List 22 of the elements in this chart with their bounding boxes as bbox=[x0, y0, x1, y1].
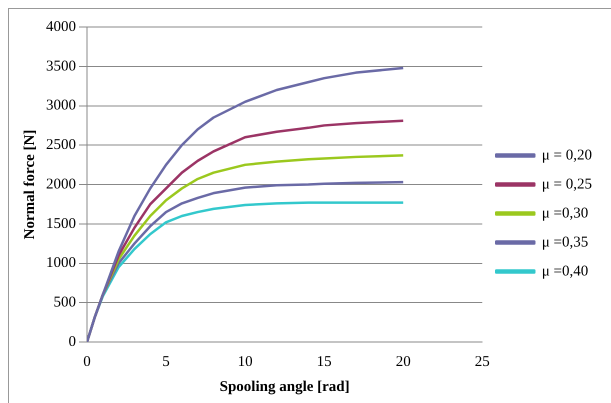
y-axis-title: Normal force [N] bbox=[22, 130, 38, 240]
y-tick-label: 2000 bbox=[46, 176, 76, 192]
y-tick-label: 3000 bbox=[46, 98, 76, 114]
legend-label: μ = 0,20 bbox=[542, 147, 592, 164]
legend-label: μ =0,30 bbox=[542, 205, 588, 222]
y-tick-label: 500 bbox=[54, 294, 76, 311]
legend-label: μ = 0,25 bbox=[542, 176, 592, 192]
x-tick-label: 25 bbox=[474, 354, 490, 370]
x-tick-label: 10 bbox=[238, 354, 253, 370]
x-tick-label: 5 bbox=[162, 354, 170, 370]
y-tick-label: 0 bbox=[68, 334, 76, 350]
y-tick-label: 4000 bbox=[46, 18, 76, 35]
x-axis-title: Spooling angle [rad] bbox=[220, 378, 350, 395]
legend-label: μ =0,35 bbox=[542, 234, 588, 250]
y-tick-label: 1500 bbox=[46, 216, 76, 232]
legend-label: μ =0,40 bbox=[542, 263, 588, 280]
x-tick-label: 20 bbox=[396, 354, 411, 370]
x-tick-label: 15 bbox=[316, 354, 332, 370]
y-tick-label: 2500 bbox=[46, 137, 76, 154]
y-tick-label: 1000 bbox=[46, 255, 76, 272]
x-tick-label: 0 bbox=[83, 354, 91, 370]
y-tick-label: 3500 bbox=[46, 58, 76, 74]
